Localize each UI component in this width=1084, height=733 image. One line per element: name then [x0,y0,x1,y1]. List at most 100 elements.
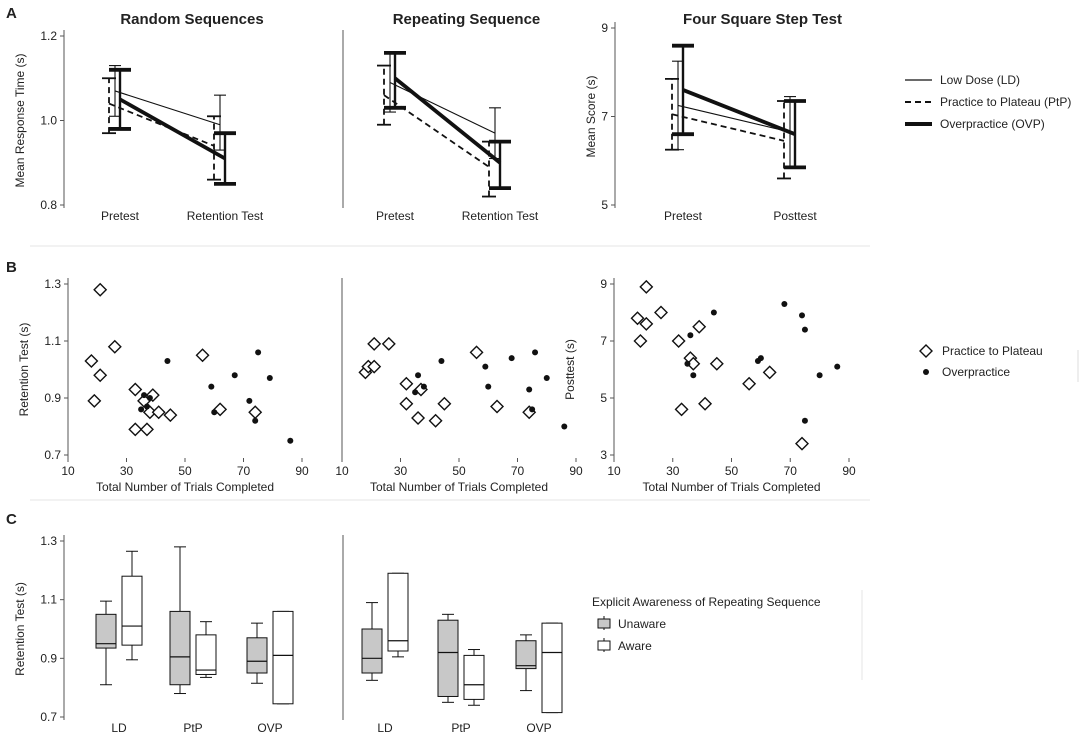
y-tick-label: 0.9 [40,651,57,665]
scatter-point-practice-to-plateau [428,413,443,428]
scatter-point-overpractice [287,437,294,444]
x-tick-label: 30 [666,464,680,478]
legend-label-practice-to-plateau: Practice to Plateau [942,344,1043,358]
y-tick-label: 0.8 [40,198,57,212]
panel-letter-c: C [6,511,17,528]
y-axis-label: Retention Test (s) [17,323,31,417]
scatter-point-practice-to-plateau [399,396,414,411]
scatter-point-overpractice [438,357,445,364]
chart-title: Random Sequences [120,11,263,28]
scatter-point-overpractice [252,417,259,424]
series-thick [109,67,236,186]
scatter-repeating-sequence: 10 30 50 70 90 Total Number of Trials Complet… [335,278,583,494]
scatter-point-practice-to-plateau [128,382,143,397]
scatter-point-practice-to-plateau [639,316,654,331]
scatter-point-overpractice [757,355,764,362]
x-tick-label: 30 [120,464,134,478]
box-ovp-unaware [515,634,537,692]
legend-label-ovp: Overpractice (OVP) [940,117,1045,131]
scatter-point-practice-to-plateau [698,396,713,411]
series-thin [384,52,501,160]
x-axis-label: Total Number of Trials Completed [96,480,274,494]
scatter-point-overpractice [266,375,273,382]
x-category-label: Retention Test [187,209,264,223]
scatter-point-overpractice [710,309,717,316]
scatter-point-overpractice [208,383,215,390]
y-tick-label: 1.3 [44,277,61,291]
scatter-point-practice-to-plateau [128,422,143,437]
y-tick-label: 7 [600,334,607,348]
box-ovp-unaware [246,622,268,684]
box-ptp-aware [195,621,217,678]
panel-letter-b: B [6,259,17,276]
x-tick-label: 10 [335,464,349,478]
x-axis-label: Total Number of Trials Completed [642,480,820,494]
scatter-point-overpractice [246,397,253,404]
scatter-point-practice-to-plateau [692,319,707,334]
iqr-box [541,622,563,714]
box-ovp-aware [541,622,563,714]
chart-repeating-sequence: Repeating Sequence Pretest Retention Test [342,11,541,223]
scatter-point-overpractice [143,403,150,410]
scatter-point-practice-to-plateau [367,336,382,351]
scatter-point-overpractice [799,312,805,319]
boxplot-repeating-sequence: LD PtP OVP [342,535,563,733]
chart-title: Repeating Sequence [393,11,541,28]
scatter-point-practice-to-plateau [411,410,426,425]
scatter-point-practice-to-plateau [248,405,263,420]
scatter-point-practice-to-plateau [671,334,686,348]
x-category-label: OVP [526,721,551,733]
scatter-point-practice-to-plateau [795,436,809,451]
scatter-point-practice-to-plateau [709,356,724,371]
series-line [671,113,785,142]
scatter-point-overpractice [561,423,568,430]
series-line [677,104,791,133]
scatter-point-overpractice [164,357,171,364]
scatter-point-overpractice [138,406,145,413]
series-line [393,76,502,165]
series-line [108,102,215,147]
series-line [119,97,226,161]
scatter-point-practice-to-plateau [87,393,102,408]
iqr-box [195,634,217,675]
legend-c: Explicit Awareness of Repeating Sequence… [592,595,821,653]
y-tick-label: 5 [600,391,607,405]
legend-label-aware: Aware [618,639,652,653]
x-category-label: Posttest [773,209,817,223]
y-tick-label: 1.1 [44,334,61,348]
iqr-box [515,640,537,670]
y-axis-label: Retention Test (s) [13,582,27,676]
scatter-point-practice-to-plateau [381,336,396,351]
legend-label-ptp: Practice to Plateau (PtP) [940,95,1071,109]
x-category-label: LD [377,721,393,733]
scatter-point-overpractice [412,389,419,396]
scatter-point-overpractice [690,372,697,379]
series-thick [672,43,806,170]
x-tick-label: 90 [842,464,856,478]
iqr-box [95,613,117,649]
x-category-label: PtP [183,721,202,733]
series-thin [672,60,796,168]
scatter-point-overpractice [834,363,841,370]
scatter-point-overpractice [801,326,808,333]
scatter-point-overpractice [687,332,694,339]
series-line [383,94,490,168]
scatter-point-practice-to-plateau [93,282,108,297]
y-axis-label: Mean Response Time (s) [13,53,27,187]
scatter-four-square-step-test: 3 5 7 9 Posttest (s) 10 30 50 70 90 Total Number o… [563,277,856,494]
box-ovp-aware [272,610,294,705]
scatter-point-overpractice [781,300,788,307]
legend-a: Low Dose (LD) Practice to Plateau (PtP) … [905,73,1071,131]
scatter-point-practice-to-plateau [654,305,668,320]
y-tick-label: 9 [600,277,607,291]
scatter-point-practice-to-plateau [195,348,210,363]
scatter-point-practice-to-plateau [437,396,452,411]
x-category-label: Pretest [376,209,415,223]
scatter-point-overpractice [211,409,218,416]
x-tick-label: 10 [61,464,75,478]
x-category-label: Pretest [664,209,703,223]
series-dashed [102,77,221,181]
scatter-point-practice-to-plateau [84,353,99,368]
scatter-point-overpractice [801,417,808,424]
